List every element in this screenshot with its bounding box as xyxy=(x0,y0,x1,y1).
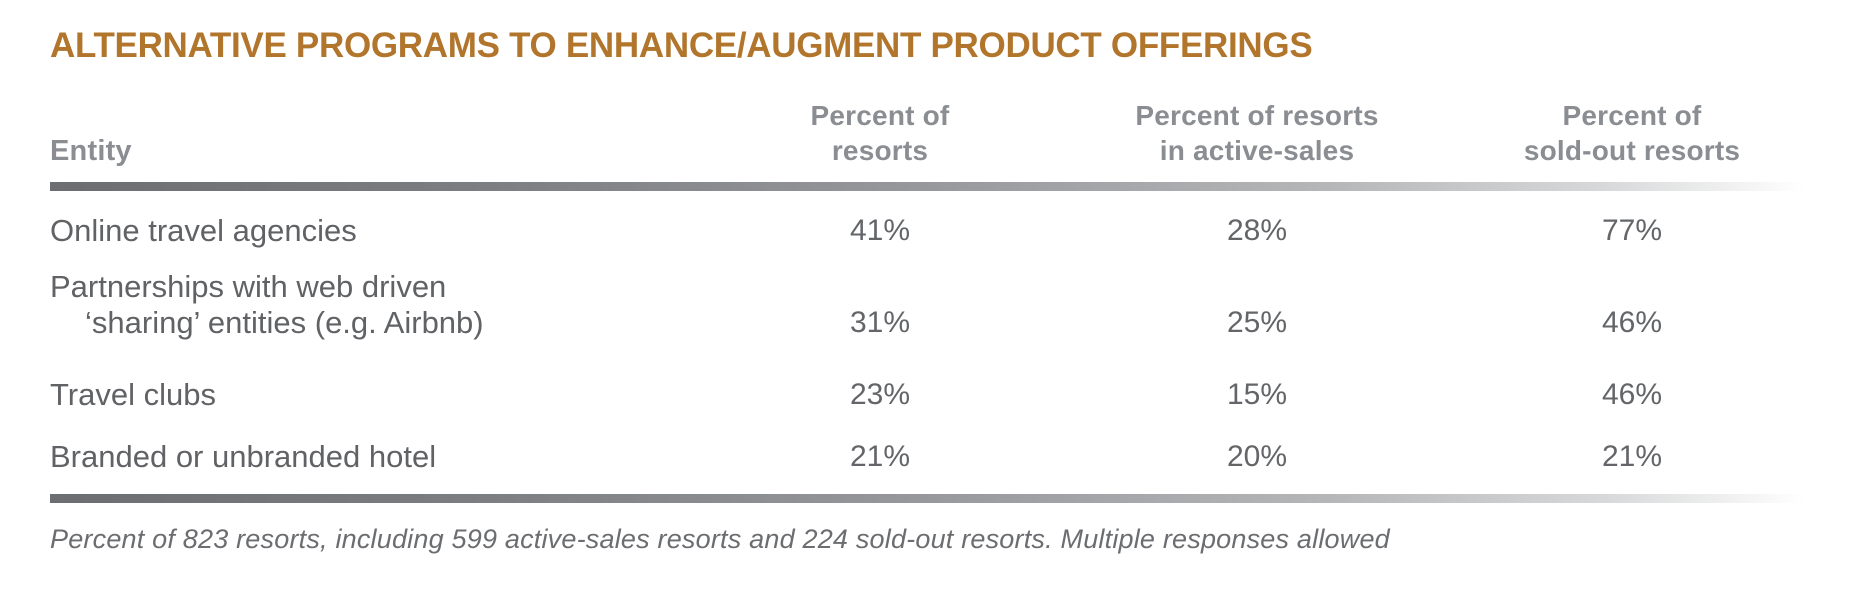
data-table: Entity Percent of resorts Percent of res… xyxy=(50,98,1875,555)
cell-percent-active-sales: 28% xyxy=(1226,214,1288,247)
table-header-row: Entity Percent of resorts Percent of res… xyxy=(50,98,1822,168)
table-row: Partnerships with web driven ‘sharing’ e… xyxy=(50,269,1822,341)
cell-percent-of-resorts: 41% xyxy=(849,214,911,247)
table-row: Online travel agencies 41% 28% 77% xyxy=(50,213,1822,249)
header-divider-bar xyxy=(50,182,1822,191)
cell-percent-sold-out: 46% xyxy=(1601,378,1663,411)
column-header-line: resorts xyxy=(831,135,929,166)
table-row: Travel clubs 23% 15% 46% xyxy=(50,377,1822,413)
row-entity-label: Branded or unbranded hotel xyxy=(50,439,688,475)
column-header-line: in active-sales xyxy=(1159,135,1355,166)
column-header-percent-active-sales: Percent of resorts in active-sales xyxy=(1072,98,1442,168)
cell-percent-of-resorts: 21% xyxy=(849,440,911,473)
cell-percent-of-resorts: 31% xyxy=(849,306,911,339)
row-entity-label: Partnerships with web driven ‘sharing’ e… xyxy=(50,269,688,341)
column-header-line: sold-out resorts xyxy=(1523,135,1741,166)
page-title: ALTERNATIVE PROGRAMS TO ENHANCE/AUGMENT … xyxy=(50,26,1313,65)
row-entity-label: Online travel agencies xyxy=(50,213,688,249)
column-header-line: Percent of xyxy=(1562,100,1702,131)
table-row: Branded or unbranded hotel 21% 20% 21% xyxy=(50,439,1822,475)
cell-percent-of-resorts: 23% xyxy=(849,378,911,411)
entity-line: ‘sharing’ entities (e.g. Airbnb) xyxy=(85,305,484,340)
entity-line: Branded or unbranded hotel xyxy=(50,439,437,474)
column-header-percent-sold-out: Percent of sold-out resorts xyxy=(1442,98,1822,168)
report-figure: ALTERNATIVE PROGRAMS TO ENHANCE/AUGMENT … xyxy=(50,26,1875,555)
column-header-entity: Entity xyxy=(50,135,132,167)
table-footnote: Percent of 823 resorts, including 599 ac… xyxy=(50,524,1390,554)
entity-line: Partnerships with web driven xyxy=(50,269,447,304)
cell-percent-active-sales: 20% xyxy=(1226,440,1288,473)
cell-percent-active-sales: 25% xyxy=(1226,306,1288,339)
cell-percent-sold-out: 46% xyxy=(1601,306,1663,339)
row-entity-label: Travel clubs xyxy=(50,377,688,413)
cell-percent-active-sales: 15% xyxy=(1226,378,1288,411)
column-header-percent-of-resorts: Percent of resorts xyxy=(688,98,1072,168)
column-header-line: Percent of xyxy=(810,100,950,131)
cell-percent-sold-out: 21% xyxy=(1601,440,1663,473)
footer-divider-bar xyxy=(50,494,1822,503)
column-header-line: Percent of resorts xyxy=(1135,100,1379,131)
entity-line: Travel clubs xyxy=(50,377,216,412)
entity-line: Online travel agencies xyxy=(50,213,357,248)
cell-percent-sold-out: 77% xyxy=(1601,214,1663,247)
